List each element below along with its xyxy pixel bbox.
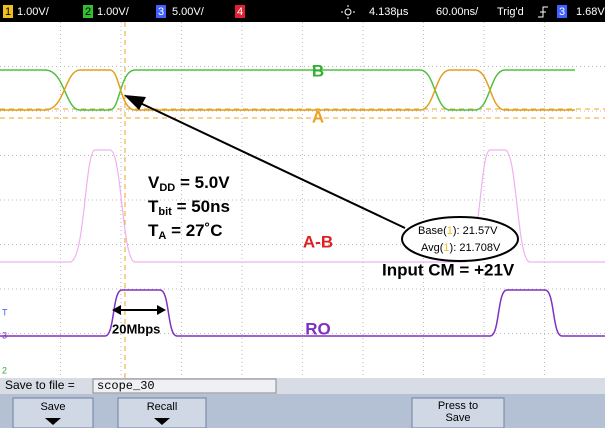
value: = 27˚C [166, 221, 222, 240]
value: = 5.0V [175, 173, 230, 192]
text: ): 21.57V [453, 225, 498, 237]
trigger-status: Trig'd [497, 6, 524, 18]
ch3: 3 [158, 6, 164, 18]
channel: 1 [443, 242, 449, 254]
label-ro: RO [305, 319, 331, 338]
softkey-text: Press to Save [437, 400, 479, 424]
timebase: 60.00ns/ [436, 6, 479, 18]
delay: 4.138µs [369, 6, 409, 18]
input-cm: Input CM = +21V [382, 260, 515, 279]
trace-ro [0, 289, 605, 337]
label-a-minus-b: A-B [303, 232, 333, 251]
symbol: T [148, 221, 159, 240]
text: ): 21.708V [450, 242, 501, 254]
ch4-box [235, 5, 245, 18]
softkey[interactable]: Save [12, 397, 94, 428]
trace-a [0, 69, 575, 111]
trace-a-minus-b [0, 149, 605, 263]
measure-avg: Avg(1): 21.708V [421, 242, 501, 254]
softkey[interactable]: Press to Save [411, 397, 505, 428]
ch1-scale: 1.00V/ [17, 6, 50, 18]
ch2-scale: 1.00V/ [97, 6, 130, 18]
condition: VDD = 5.0V [148, 173, 230, 193]
rate-label: 20Mbps [112, 321, 160, 336]
condition: TA = 27˚C [148, 221, 223, 241]
ch4: 4 [237, 6, 243, 18]
softkey-label: Recall [147, 401, 178, 413]
symbol: T [148, 197, 159, 216]
ch2: 2 [85, 6, 91, 18]
trace-b [0, 69, 575, 111]
ch1-box [3, 5, 13, 18]
save-bar [0, 378, 605, 394]
softkey-arrow [154, 418, 170, 425]
filename: scope_30 [97, 379, 155, 393]
filename-box[interactable] [92, 378, 277, 394]
value: = 50ns [172, 197, 230, 216]
label-a: A [312, 107, 324, 126]
label-b: B [312, 61, 324, 80]
trigger-icon [538, 6, 548, 18]
graticule [0, 22, 605, 378]
text: Base( [418, 225, 447, 237]
save-label: Save to file = [5, 378, 75, 392]
softkey-arrow [45, 418, 61, 425]
condition: Tbit = 50ns [148, 197, 230, 217]
rate-arrow-left [112, 305, 121, 315]
marker-ch3: 3 [2, 330, 7, 340]
ch3-scale: 5.00V/ [172, 6, 205, 18]
ch1: 1 [5, 6, 11, 18]
symbol: V [148, 173, 160, 192]
marker-t: T [2, 307, 8, 317]
rate-arrow-right [157, 305, 166, 315]
channel: 1 [447, 225, 453, 237]
measure-base: Base(1): 21.57V [418, 225, 498, 237]
softkey-bg[interactable] [411, 397, 505, 428]
status-bar [0, 0, 605, 22]
text: Avg( [421, 242, 444, 254]
subscript: bit [158, 206, 172, 218]
sun-icon [341, 5, 355, 19]
ch3-box [156, 5, 166, 18]
conditions: VDD = 5.0V Tbit = 50ns TA = 27˚C [148, 173, 230, 241]
subscript: DD [159, 182, 175, 194]
ch2-box [83, 5, 93, 18]
measure-ellipse [401, 216, 519, 262]
softkey[interactable]: Recall [117, 397, 207, 428]
softkey-label: Press to Save [437, 400, 479, 424]
trigger-source-box [557, 5, 567, 18]
trigger-level: 1.68V [576, 6, 605, 18]
softkey-label: Save [40, 401, 65, 413]
subscript: A [158, 230, 166, 242]
marker-ch2: 2 [2, 365, 7, 375]
arrow-line [137, 101, 406, 229]
trigger-source: 3 [559, 6, 565, 18]
arrow-head [124, 95, 146, 110]
